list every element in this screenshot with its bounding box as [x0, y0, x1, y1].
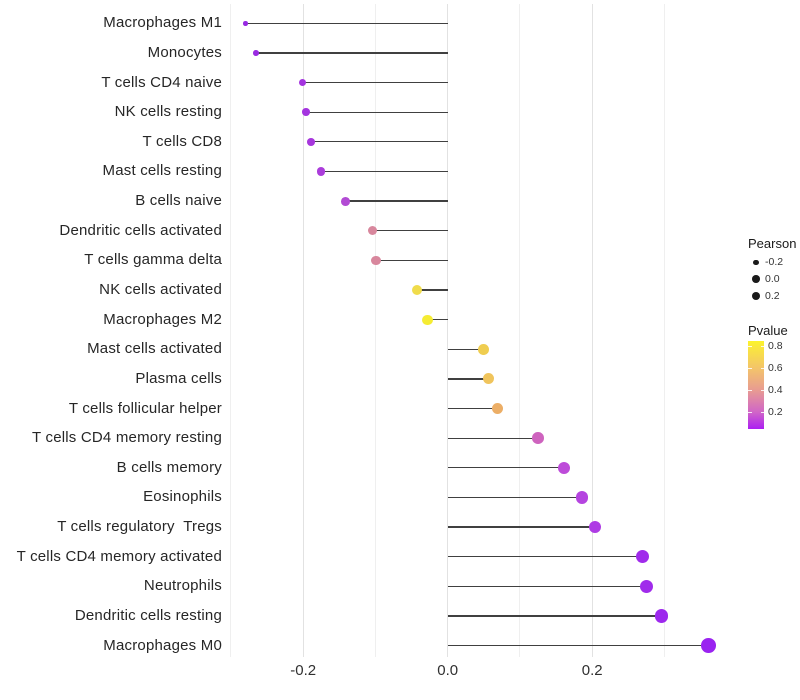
- size-legend-label: 0.0: [765, 273, 780, 286]
- y-axis-label: B cells memory: [116, 458, 222, 476]
- lollipop-dot: [639, 579, 654, 594]
- lollipop-stem: [447, 378, 489, 380]
- size-legend-title: Pearson: [748, 236, 797, 251]
- size-legend-dot: [751, 291, 761, 301]
- colorbar-tick-label: 0.6: [768, 362, 783, 375]
- lollipop-stem: [447, 467, 564, 469]
- x-axis-tick-label: 0.0: [437, 662, 459, 679]
- lollipop-dot: [317, 167, 326, 176]
- color-legend-title: Pvalue: [748, 323, 788, 338]
- y-axis-label: Neutrophils: [143, 577, 222, 595]
- lollipop-stem: [345, 200, 448, 202]
- y-axis-label: T cells CD4 naive: [101, 73, 222, 91]
- colorbar-tick: [748, 368, 752, 370]
- colorbar-tick: [760, 411, 764, 413]
- size-legend-label: 0.2: [765, 289, 780, 302]
- gridline: [374, 4, 376, 657]
- lollipop-stem: [321, 170, 448, 173]
- y-axis-label: T cells regulatory Tregs: [57, 518, 222, 536]
- lollipop-stem: [447, 645, 709, 647]
- y-axis-label: T cells CD8: [142, 132, 222, 150]
- y-axis-label: NK cells resting: [114, 103, 222, 121]
- lollipop-dot: [575, 491, 589, 504]
- y-axis-label: Dendritic cells activated: [59, 221, 222, 239]
- colorbar-tick-label: 0.2: [768, 405, 783, 418]
- colorbar-tick-label: 0.8: [768, 340, 783, 353]
- colorbar-tick-label: 0.4: [768, 383, 783, 396]
- y-axis-label: T cells gamma delta: [84, 251, 222, 269]
- y-axis-label: B cells naive: [135, 192, 222, 210]
- lollipop-dot: [298, 78, 307, 87]
- lollipop-dot: [478, 343, 490, 355]
- size-legend-label: -0.2: [765, 256, 784, 269]
- gridline: [519, 4, 521, 657]
- colorbar-tick: [760, 346, 764, 348]
- lollipop-dot: [557, 461, 571, 474]
- y-axis-label: Eosinophils: [143, 488, 222, 506]
- lollipop-dot: [371, 255, 381, 266]
- lollipop-dot: [532, 432, 544, 445]
- y-axis-label: NK cells activated: [99, 281, 222, 299]
- y-axis-label: Mast cells activated: [87, 340, 222, 358]
- lollipop-stem: [302, 81, 448, 84]
- lollipop-dot: [422, 314, 433, 325]
- lollipop-stem: [245, 22, 448, 24]
- lollipop-dot: [253, 50, 260, 56]
- y-axis-label: Plasma cells: [135, 369, 222, 387]
- lollipop-dot: [491, 402, 504, 415]
- lollipop-stem: [447, 437, 538, 439]
- y-axis-label: Monocytes: [147, 43, 222, 61]
- y-axis-label: T cells follicular helper: [68, 399, 222, 417]
- gridline: [302, 4, 304, 657]
- lollipop-stem: [427, 319, 448, 321]
- lollipop-stem: [447, 496, 583, 499]
- colorbar-tick: [760, 389, 764, 391]
- lollipop-dot: [302, 108, 310, 116]
- y-axis-label: T cells CD4 memory resting: [32, 429, 222, 447]
- lollipop-stem: [447, 348, 484, 350]
- lollipop-dot: [588, 520, 602, 534]
- colorbar-tick: [748, 411, 752, 413]
- colorbar-tick: [760, 368, 764, 370]
- lollipop-dot: [701, 638, 716, 654]
- lollipop-stem: [376, 259, 448, 262]
- lollipop-stem: [311, 141, 448, 143]
- lollipop-dot: [307, 137, 316, 146]
- size-legend-dot: [752, 275, 760, 283]
- y-axis-label: Mast cells resting: [102, 162, 222, 180]
- x-axis-tick-label: 0.2: [581, 662, 603, 679]
- y-axis-label: Macrophages M2: [103, 310, 222, 328]
- lollipop-stem: [256, 52, 448, 54]
- pvalue-colorbar: [748, 341, 764, 429]
- lollipop-dot: [243, 21, 248, 26]
- gridline: [230, 4, 232, 657]
- lollipop-stem: [447, 556, 643, 558]
- gridline: [591, 4, 593, 657]
- lollipop-stem: [416, 289, 448, 291]
- lollipop-dot: [411, 285, 422, 296]
- lollipop-stem: [306, 111, 448, 113]
- y-axis-label: Macrophages M1: [103, 14, 222, 32]
- y-axis-label: T cells CD4 memory activated: [16, 547, 222, 565]
- y-axis-label: Macrophages M0: [103, 636, 222, 654]
- colorbar-tick: [748, 389, 752, 391]
- gridline: [447, 4, 449, 657]
- lollipop-dot: [367, 226, 378, 236]
- lollipop-dot: [482, 373, 494, 385]
- colorbar-tick: [748, 346, 752, 348]
- x-axis-tick-label: -0.2: [290, 662, 317, 679]
- lollipop-stem: [372, 230, 448, 232]
- lollipop-stem: [447, 526, 596, 528]
- lollipop-dot: [654, 609, 669, 623]
- lollipop-dot: [636, 550, 650, 564]
- lollipop-stem: [447, 585, 647, 588]
- y-axis-label: Dendritic cells resting: [74, 607, 222, 625]
- gridline: [663, 4, 665, 657]
- lollipop-stem: [447, 407, 498, 410]
- size-legend-dot: [753, 259, 759, 265]
- lollipop-stem: [447, 615, 662, 617]
- lollipop-dot: [340, 196, 350, 206]
